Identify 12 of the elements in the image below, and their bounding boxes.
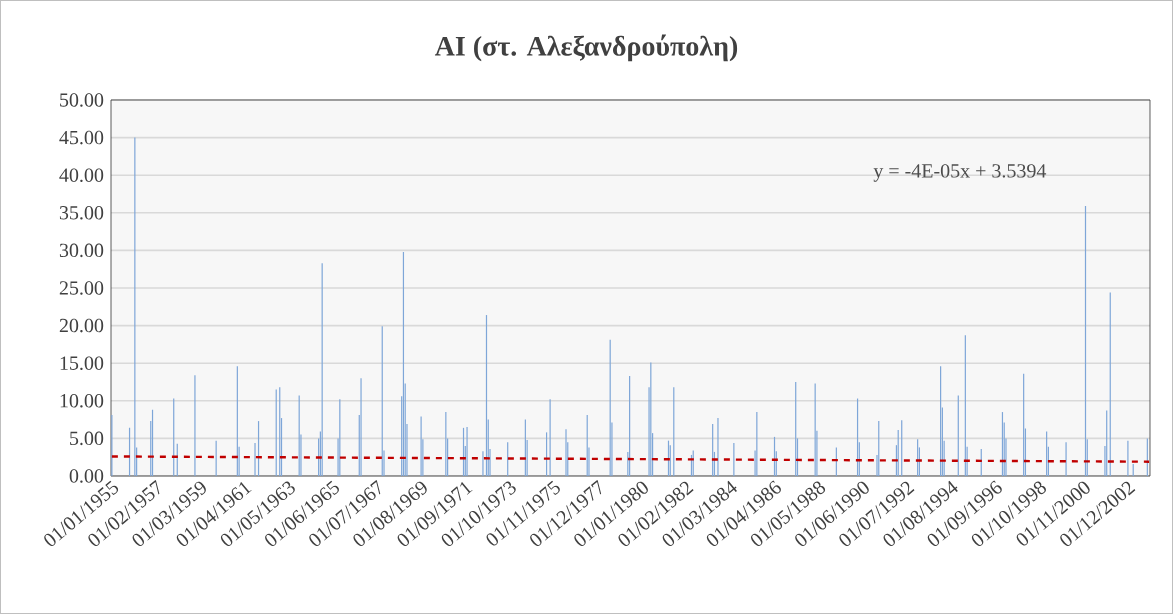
y-tick-label: 5.00 (70, 431, 104, 446)
annotation: y = -4E-05x + 3.5394 (873, 164, 1047, 182)
y-tick-label: 35.00 (59, 206, 104, 220)
y-tick-label: 10.00 (60, 394, 104, 408)
chart-title: AI (στ. Αλεξανδρούπολη) (434, 34, 738, 62)
y-tick-label: 40.00 (59, 168, 104, 182)
y-tick-label: 30.00 (59, 243, 104, 258)
y-tick-label: 20.00 (59, 318, 104, 333)
y-tick-label: 25.00 (59, 281, 104, 295)
y-tick-label: 45.00 (59, 130, 104, 145)
y-tick-label: 15.00 (60, 356, 104, 370)
y-tick-label: 50.00 (60, 93, 104, 107)
